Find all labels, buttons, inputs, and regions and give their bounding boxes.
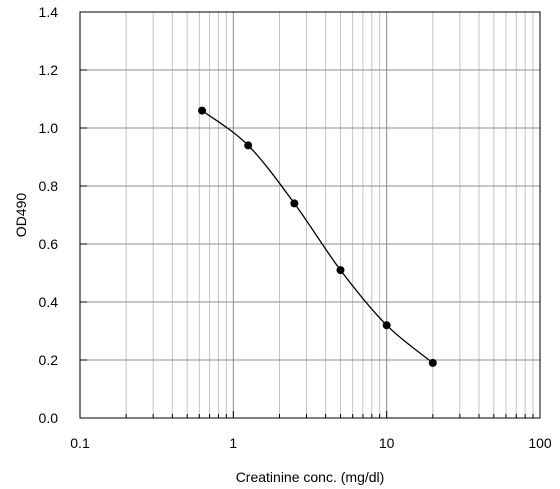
y-tick-label: 0.0 <box>39 410 59 426</box>
y-tick-label: 0.4 <box>39 294 59 310</box>
x-tick-label: 10 <box>379 435 395 451</box>
series-line <box>201 110 434 364</box>
y-tick-label: 0.6 <box>39 236 59 252</box>
data-point <box>382 321 391 330</box>
x-tick-label: 0.1 <box>70 435 90 451</box>
x-tick-label: 1 <box>229 435 237 451</box>
plot-frame <box>79 11 541 419</box>
grid <box>79 12 540 418</box>
y-tick-label: 1.2 <box>39 62 59 78</box>
data-point <box>290 199 299 208</box>
data-point <box>198 106 207 115</box>
y-axis-label: OD490 <box>13 193 29 238</box>
y-tick-label: 0.8 <box>39 178 59 194</box>
x-axis-label: Creatinine conc. (mg/dl) <box>236 469 385 485</box>
y-tick-label: 1.4 <box>39 4 59 20</box>
tick-labels: 0.1 1 10 100 0.0 0.2 0.4 0.6 0.8 1.0 1.2 1.4 <box>39 4 552 451</box>
data-point <box>428 358 437 367</box>
axis-ticks <box>79 11 534 419</box>
y-tick-label: 0.2 <box>39 352 59 368</box>
data-point <box>336 266 345 275</box>
series <box>198 106 437 367</box>
y-tick-label: 1.0 <box>39 120 59 136</box>
x-tick-label: 100 <box>528 435 552 451</box>
data-point <box>244 141 253 150</box>
